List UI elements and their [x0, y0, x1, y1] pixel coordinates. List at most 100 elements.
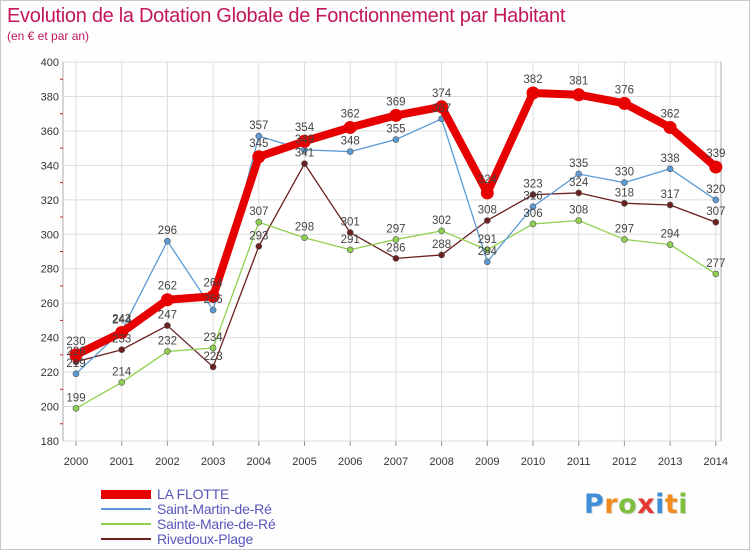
data-label: 338 — [661, 153, 680, 165]
data-point — [298, 134, 311, 148]
data-point — [255, 218, 263, 226]
data-point — [572, 88, 586, 102]
data-label: 341 — [295, 148, 314, 160]
y-tick-label: 200 — [41, 402, 59, 414]
data-point — [164, 348, 171, 355]
data-point — [617, 96, 631, 110]
data-label: 355 — [386, 124, 405, 136]
logo-letter: i — [655, 489, 665, 520]
data-point — [438, 227, 445, 235]
data-label: 219 — [66, 358, 85, 370]
logo-letter: x — [637, 489, 656, 520]
data-label: 330 — [615, 167, 634, 179]
data-label: 286 — [386, 242, 405, 254]
data-label: 357 — [249, 120, 268, 132]
logo-letter: r — [604, 489, 619, 520]
data-label: 335 — [569, 158, 588, 170]
data-label: 324 — [569, 177, 589, 189]
data-label: 298 — [295, 222, 314, 234]
data-point — [575, 170, 583, 178]
x-tick-label: 2012 — [612, 456, 636, 468]
x-tick-label: 2002 — [155, 456, 179, 468]
data-point — [255, 132, 263, 140]
data-label: 262 — [158, 281, 177, 293]
data-point — [346, 148, 354, 155]
legend-swatch-rivedoux — [101, 538, 151, 540]
data-point — [118, 379, 125, 386]
data-point — [69, 348, 83, 362]
legend-swatch-saint-martin — [101, 508, 151, 510]
y-tick-label: 260 — [41, 298, 59, 310]
data-label: 244 — [112, 315, 132, 327]
x-tick-label: 2013 — [658, 456, 682, 468]
data-point — [160, 293, 174, 307]
data-point — [712, 270, 720, 278]
x-tick-label: 2000 — [64, 456, 88, 468]
data-label: 348 — [341, 136, 360, 148]
x-tick-label: 2014 — [704, 456, 728, 468]
data-point — [389, 108, 403, 122]
data-point — [438, 251, 445, 259]
x-tick-label: 2001 — [109, 456, 133, 468]
legend-label-sainte-marie: Sainte-Marie-de-Ré — [157, 516, 276, 532]
y-tick-label: 280 — [41, 264, 59, 276]
data-label: 349 — [295, 134, 314, 146]
data-point — [666, 165, 674, 173]
data-label: 316 — [523, 191, 542, 203]
data-label: 288 — [432, 239, 451, 251]
data-point — [575, 189, 583, 197]
data-label: 324 — [478, 174, 498, 186]
data-label: 306 — [523, 208, 542, 220]
data-point — [255, 243, 263, 250]
data-point — [709, 160, 723, 174]
data-label: 339 — [706, 148, 725, 160]
y-tick-label: 360 — [41, 126, 59, 138]
data-point — [209, 306, 217, 314]
data-label: 307 — [249, 206, 268, 218]
x-tick-label: 2007 — [384, 456, 408, 468]
y-tick-label: 180 — [41, 436, 59, 448]
x-tick-label: 2008 — [429, 456, 453, 468]
data-point — [164, 322, 171, 329]
data-point — [666, 201, 674, 209]
x-tick-label: 2004 — [247, 456, 271, 468]
data-label: 277 — [706, 258, 725, 270]
data-point — [712, 218, 720, 226]
x-tick-label: 2011 — [567, 456, 591, 468]
data-point — [346, 229, 354, 236]
data-label: 345 — [249, 138, 268, 150]
data-label: 247 — [158, 310, 177, 322]
data-label: 293 — [249, 230, 268, 242]
data-label: 256 — [204, 294, 223, 306]
x-tick-label: 2005 — [292, 456, 316, 468]
data-label: 264 — [204, 277, 224, 289]
data-label: 354 — [295, 122, 315, 134]
data-point — [392, 136, 400, 143]
data-point — [480, 186, 494, 200]
x-tick-label: 2009 — [475, 456, 499, 468]
data-label: 320 — [706, 184, 725, 196]
data-point — [392, 255, 400, 262]
data-label: 308 — [478, 204, 497, 216]
data-point — [252, 150, 266, 164]
data-label: 297 — [386, 223, 405, 235]
logo-letter: i — [678, 489, 689, 520]
data-label: 374 — [432, 88, 452, 100]
data-point — [575, 217, 583, 224]
data-label: 318 — [615, 187, 634, 199]
data-label: 317 — [661, 189, 680, 201]
data-point — [72, 370, 80, 378]
data-point — [529, 203, 537, 211]
data-point — [346, 246, 354, 254]
data-label: 376 — [615, 84, 634, 96]
data-label: 291 — [478, 234, 497, 246]
data-label: 232 — [158, 335, 177, 347]
data-label: 291 — [341, 234, 360, 246]
data-label: 234 — [204, 332, 224, 344]
proxiti-logo: Proxiti — [584, 489, 688, 520]
data-point — [621, 179, 628, 186]
legend-label-rivedoux: Rivedoux-Plage — [157, 531, 254, 547]
data-point — [164, 237, 171, 245]
data-point — [301, 160, 308, 167]
